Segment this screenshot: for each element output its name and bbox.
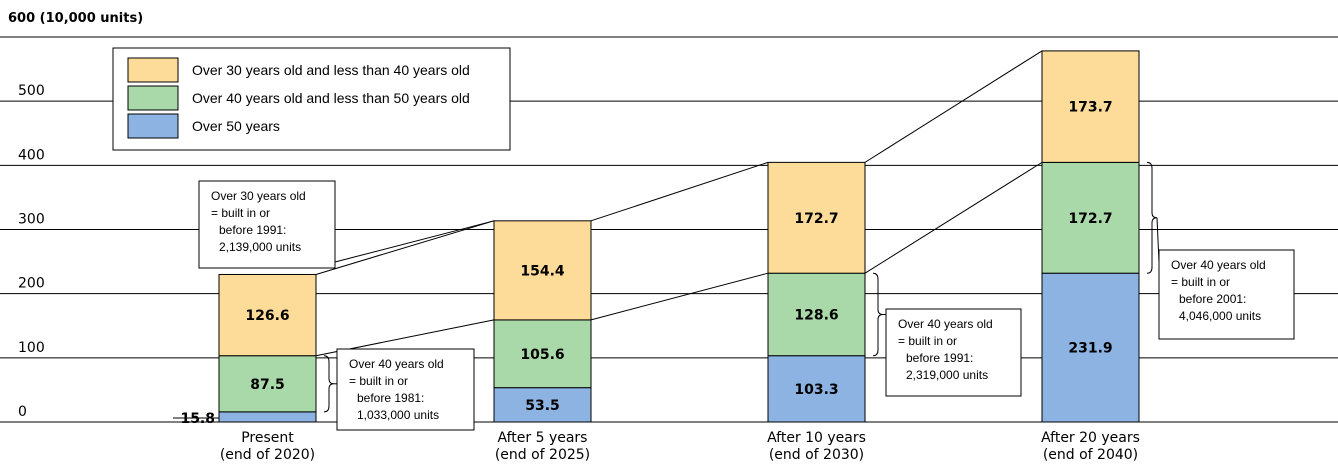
annotation-text: = built in or xyxy=(349,374,408,388)
bar-segment xyxy=(1041,161,1140,274)
legend-box xyxy=(112,47,511,151)
annotation-box xyxy=(336,348,475,431)
connector-line xyxy=(590,161,769,222)
x-tick-label: After 5 years xyxy=(498,430,588,446)
data-label: 103.3 xyxy=(794,382,838,398)
annotation-text: 4,046,000 units xyxy=(1179,309,1261,323)
x-tick-label: (end of 2020) xyxy=(220,447,315,463)
data-label: 128.6 xyxy=(794,307,838,323)
y-tick-label: 500 xyxy=(18,83,45,99)
y-tick-label: 400 xyxy=(18,147,45,163)
y-tick-label: 0 xyxy=(18,404,27,420)
x-tick-label: (end of 2030) xyxy=(769,447,864,463)
bar-segment xyxy=(1041,272,1140,423)
y-unit-label: 600 (10,000 units) xyxy=(8,11,143,26)
annotation-text: Over 30 years old xyxy=(211,189,306,203)
bar-segment xyxy=(1041,50,1140,163)
data-label: 173.7 xyxy=(1068,100,1112,116)
annotation-text: = built in or xyxy=(211,206,270,220)
data-label: 53.5 xyxy=(525,398,560,414)
legend-label: Over 40 years old and less than 50 years… xyxy=(192,90,470,106)
legend-label: Over 50 years xyxy=(192,118,280,134)
bar-segment xyxy=(767,161,866,274)
legend-swatch xyxy=(127,57,179,83)
connector-line xyxy=(315,220,495,275)
data-label: 172.7 xyxy=(794,211,838,227)
annotation-text: Over 40 years old xyxy=(1171,258,1266,272)
bracket xyxy=(872,272,884,357)
data-label: 105.6 xyxy=(520,347,564,363)
bracket xyxy=(323,355,335,413)
x-tick-label: Present xyxy=(241,430,294,446)
x-tick-label: After 10 years xyxy=(767,430,866,446)
annotation-text: before 1981: xyxy=(357,391,424,405)
annotation-text: = built in or xyxy=(898,334,957,348)
annotation-text: = built in or xyxy=(1171,275,1230,289)
annotation-box xyxy=(198,180,336,269)
bar-segment xyxy=(767,355,866,423)
x-tick-label: (end of 2040) xyxy=(1043,447,1138,463)
annotation-text: 1,033,000 units xyxy=(357,408,439,422)
x-tick-label: After 20 years xyxy=(1041,430,1140,446)
data-label: 87.5 xyxy=(250,377,285,393)
data-label: 154.4 xyxy=(520,263,565,279)
annotation-text: before 2001: xyxy=(1179,292,1246,306)
bar-segment xyxy=(493,220,592,321)
data-label: 126.6 xyxy=(245,308,289,324)
bracket xyxy=(1146,161,1158,274)
connector-line xyxy=(864,50,1043,163)
annotation-text: before 1991: xyxy=(219,223,286,237)
bar-segment xyxy=(218,355,317,413)
annotation-box xyxy=(885,308,1022,397)
annotation-box xyxy=(1158,249,1295,340)
legend-label: Over 30 years old and less than 40 years… xyxy=(192,62,470,78)
annotation-text: 2,139,000 units xyxy=(219,240,301,254)
annotation-text: before 1991: xyxy=(906,351,973,365)
legend-swatch xyxy=(127,85,179,111)
x-tick-label: (end of 2025) xyxy=(495,447,590,463)
data-label: 231.9 xyxy=(1068,341,1112,357)
data-label: 15.8 xyxy=(180,411,215,427)
bar-segment xyxy=(218,411,317,423)
legend-swatch xyxy=(127,113,179,139)
annotation-text: Over 40 years old xyxy=(349,357,444,371)
y-tick-label: 100 xyxy=(18,340,45,356)
y-tick-label: 300 xyxy=(18,211,45,227)
connector-line xyxy=(864,161,1043,274)
connector-line xyxy=(334,220,495,263)
data-label: 172.7 xyxy=(1068,211,1112,227)
connector-line xyxy=(590,272,769,321)
annotation-text: Over 40 years old xyxy=(898,317,993,331)
bar-segment xyxy=(493,319,592,389)
y-tick-label: 200 xyxy=(18,276,45,292)
bar-segment xyxy=(218,273,317,357)
annotation-text: 2,319,000 units xyxy=(906,368,988,382)
